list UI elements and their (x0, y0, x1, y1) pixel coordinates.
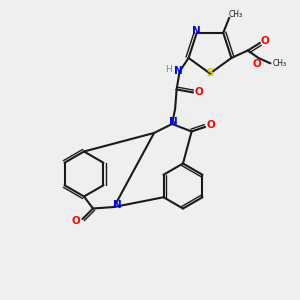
Text: N: N (174, 67, 182, 76)
Text: H: H (165, 65, 172, 74)
Text: N: N (169, 117, 178, 127)
Text: O: O (207, 121, 215, 130)
Text: CH₃: CH₃ (229, 10, 243, 19)
Text: N: N (113, 200, 122, 211)
Text: O: O (195, 88, 203, 98)
Text: S: S (206, 68, 214, 79)
Text: N: N (192, 26, 201, 36)
Text: O: O (253, 59, 261, 69)
Text: CH₃: CH₃ (273, 59, 287, 68)
Text: O: O (71, 216, 80, 226)
Text: O: O (260, 37, 269, 46)
